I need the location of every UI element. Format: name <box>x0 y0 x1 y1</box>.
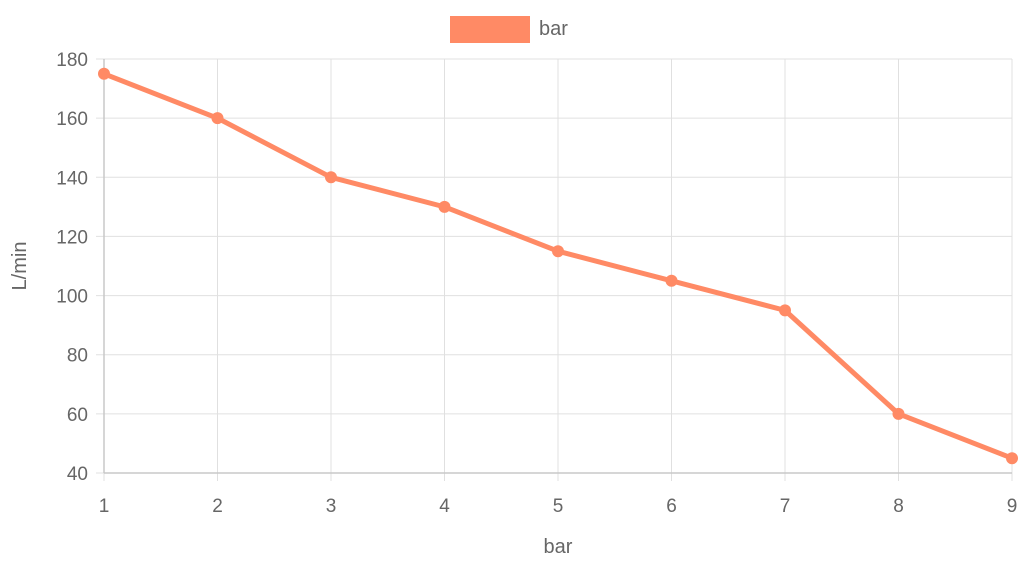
series <box>98 67 1018 465</box>
y-tick-label: 140 <box>56 168 88 189</box>
x-tick-label: 1 <box>99 496 110 517</box>
x-tick-label: 9 <box>1007 496 1018 517</box>
y-tick-label: 180 <box>56 50 88 71</box>
data-point[interactable] <box>211 112 224 125</box>
data-point[interactable] <box>1006 452 1018 465</box>
y-axis-title: L/min <box>9 242 31 291</box>
data-point[interactable] <box>325 171 337 184</box>
legend-label[interactable]: bar <box>539 18 568 40</box>
y-tick-label: 100 <box>56 287 88 308</box>
legend-swatch[interactable] <box>450 16 530 43</box>
data-point[interactable] <box>892 407 905 420</box>
x-tick-labels: 1 2 3 4 5 6 7 8 9 <box>99 496 1018 517</box>
y-tick-label: 80 <box>67 346 88 367</box>
axes <box>103 59 1012 474</box>
x-tick-label: 3 <box>326 496 337 517</box>
x-tick-label: 6 <box>666 496 677 517</box>
y-tick-label: 40 <box>67 464 88 485</box>
y-tick-labels: 40 60 80 100 120 140 160 180 <box>56 50 88 485</box>
x-tick-label: 4 <box>439 496 450 517</box>
legend[interactable]: bar <box>450 16 568 43</box>
data-point[interactable] <box>665 274 678 287</box>
x-tick-label: 7 <box>780 496 791 517</box>
x-tick-label: 5 <box>553 496 564 517</box>
x-tick-label: 2 <box>212 496 223 517</box>
grid <box>96 58 1013 481</box>
data-point[interactable] <box>779 304 791 317</box>
data-point[interactable] <box>552 245 564 258</box>
y-tick-label: 120 <box>56 227 88 248</box>
y-tick-label: 60 <box>67 405 88 426</box>
data-point[interactable] <box>98 67 110 80</box>
data-point[interactable] <box>438 200 451 213</box>
x-axis-title: bar <box>544 536 573 558</box>
y-tick-label: 160 <box>56 109 88 130</box>
x-tick-label: 8 <box>893 496 904 517</box>
